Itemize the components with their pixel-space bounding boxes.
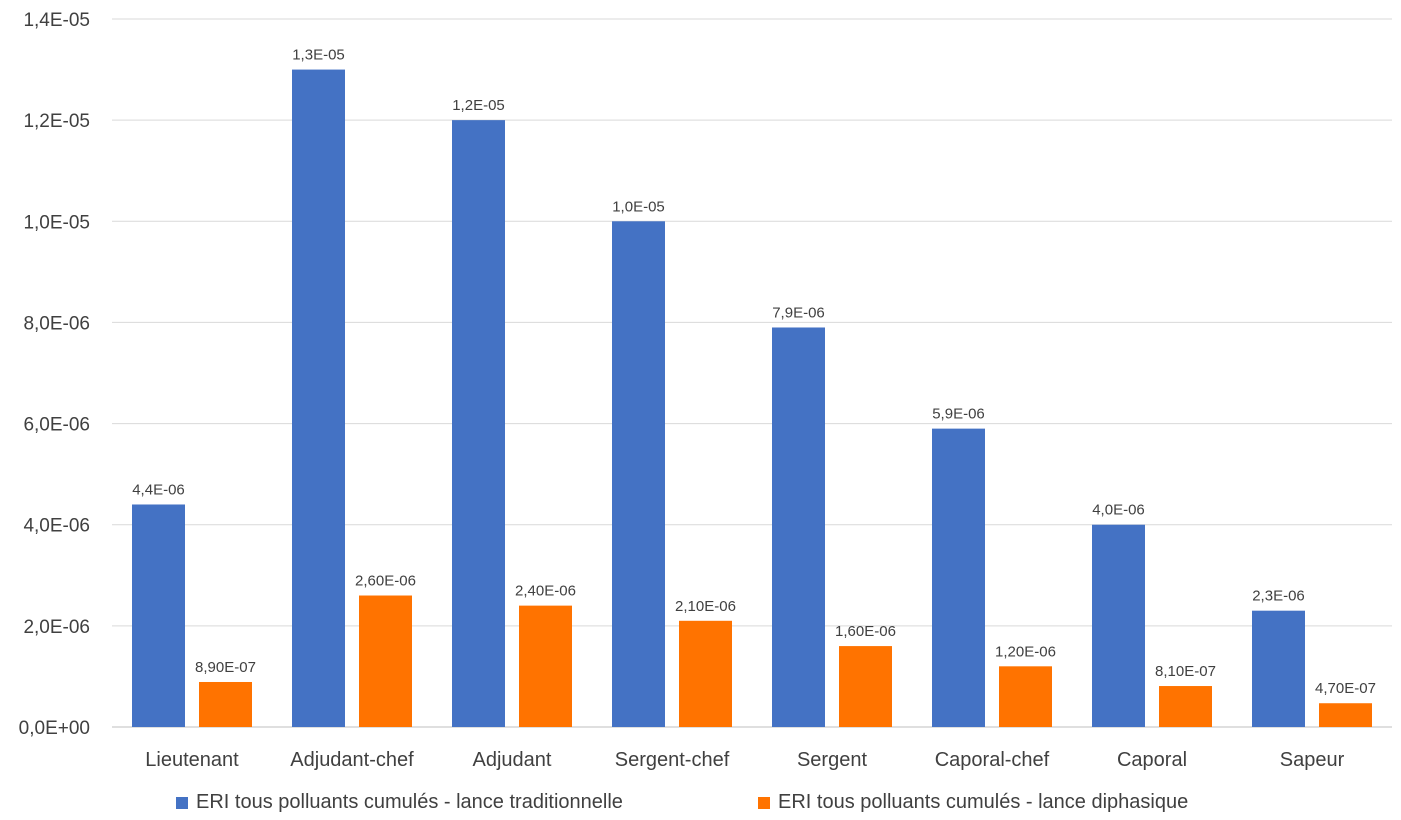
y-tick-label: 2,0E-06	[23, 617, 90, 638]
x-axis-category-labels: Lieutenant Adjudant-chef Adjudant Sergent-c…	[145, 749, 1344, 771]
bar-traditionnelle	[132, 504, 185, 727]
y-tick-label: 6,0E-06	[23, 415, 90, 436]
y-tick-label: 1,2E-05	[23, 111, 90, 132]
bar-traditionnelle	[452, 120, 505, 727]
bar-traditionnelle	[772, 327, 825, 727]
legend-swatch-diphasique	[758, 796, 770, 809]
x-category-label: Caporal-chef	[935, 749, 1050, 771]
y-tick-label: 1,4E-05	[23, 10, 90, 31]
x-category-label: Adjudant	[473, 749, 552, 771]
bar-traditionnelle	[932, 428, 985, 727]
x-category-label: Sergent	[797, 749, 867, 771]
data-label-traditionnelle: 1,0E-05	[612, 198, 665, 215]
x-category-label: Sapeur	[1280, 749, 1345, 771]
legend-item-traditionnelle: ERI tous polluants cumulés - lance tradi…	[176, 791, 623, 814]
bar-diphasique	[679, 620, 732, 727]
data-label-diphasique: 1,60E-06	[835, 623, 896, 640]
bar-diphasique	[1319, 703, 1372, 727]
bars	[132, 69, 1372, 728]
data-label-diphasique: 8,10E-07	[1155, 663, 1216, 680]
legend-label-diphasique: ERI tous polluants cumulés - lance dipha…	[778, 791, 1189, 813]
y-tick-label: 1,0E-05	[23, 212, 90, 233]
data-label-traditionnelle: 1,2E-05	[452, 97, 505, 114]
y-tick-label: 0,0E+00	[19, 718, 90, 739]
bar-chart: 0,0E+00 2,0E-06 4,0E-06 6,0E-06 8,0E-06 1,0E-…	[19, 10, 1392, 771]
bar-traditionnelle	[612, 221, 665, 728]
data-label-traditionnelle: 4,4E-06	[132, 481, 185, 498]
y-axis-tick-labels: 0,0E+00 2,0E-06 4,0E-06 6,0E-06 8,0E-06 1,0E-…	[19, 10, 90, 739]
bar-diphasique	[519, 605, 572, 727]
bar-traditionnelle	[292, 69, 345, 728]
data-label-traditionnelle: 4,0E-06	[1092, 502, 1145, 519]
bar-traditionnelle	[1092, 524, 1145, 727]
x-category-label: Adjudant-chef	[290, 749, 414, 771]
data-label-traditionnelle: 2,3E-06	[1252, 588, 1305, 605]
y-tick-label: 8,0E-06	[23, 313, 90, 334]
data-label-diphasique: 4,70E-07	[1315, 680, 1376, 697]
x-category-label: Caporal	[1117, 749, 1187, 771]
legend-swatch-traditionnelle	[176, 796, 188, 809]
data-label-traditionnelle: 7,9E-06	[772, 304, 825, 321]
bar-diphasique	[359, 595, 412, 727]
x-category-label: Lieutenant	[145, 749, 239, 771]
x-category-label: Sergent-chef	[615, 749, 730, 771]
bar-diphasique	[1159, 686, 1212, 727]
bar-diphasique	[199, 681, 252, 727]
legend: ERI tous polluants cumulés - lance tradi…	[0, 788, 1401, 820]
legend-label-traditionnelle: ERI tous polluants cumulés - lance tradi…	[196, 791, 623, 813]
data-label-diphasique: 2,60E-06	[355, 573, 416, 590]
bar-diphasique	[839, 646, 892, 727]
data-label-diphasique: 2,10E-06	[675, 598, 736, 615]
data-label-traditionnelle: 1,3E-05	[292, 47, 345, 64]
data-labels: 4,4E-06 8,90E-07 1,3E-05 2,60E-06 1,2E-05 2,4…	[132, 47, 1376, 698]
data-label-diphasique: 1,20E-06	[995, 643, 1056, 660]
bar-traditionnelle	[1252, 610, 1305, 727]
data-label-traditionnelle: 5,9E-06	[932, 406, 985, 423]
data-label-diphasique: 2,40E-06	[515, 583, 576, 600]
bar-diphasique	[999, 666, 1052, 727]
data-label-diphasique: 8,90E-07	[195, 659, 256, 676]
legend-item-diphasique: ERI tous polluants cumulés - lance dipha…	[758, 791, 1188, 814]
y-tick-label: 4,0E-06	[23, 516, 90, 537]
